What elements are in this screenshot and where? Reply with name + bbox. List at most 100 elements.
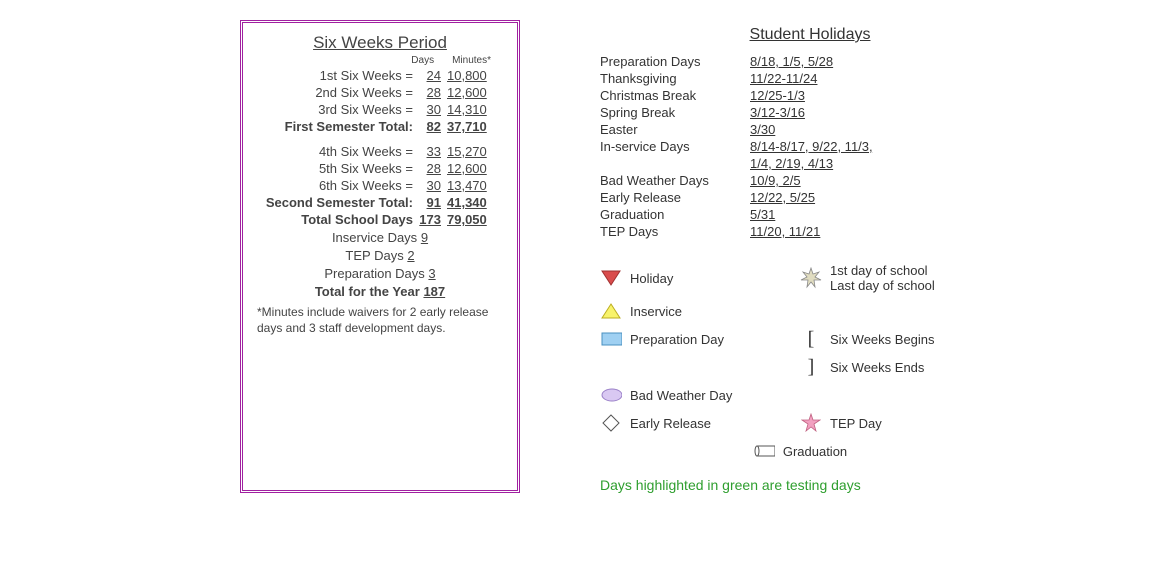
row-label: 1st Six Weeks = bbox=[257, 68, 417, 83]
holiday-dates: 8/14-8/17, 9/22, 11/3, bbox=[750, 139, 873, 154]
row-mins: 79,050 bbox=[447, 212, 503, 227]
total-for-year: Total for the Year 187 bbox=[257, 284, 503, 299]
student-holidays-title: Student Holidays bbox=[600, 26, 1020, 44]
row-mins: 12,600 bbox=[447, 161, 503, 176]
holiday-dates: 1/4, 2/19, 4/13 bbox=[750, 156, 833, 171]
six-weeks-title: Six Weeks Period bbox=[257, 33, 503, 53]
legend-label: TEP Day bbox=[830, 416, 882, 431]
row-days: 91 bbox=[417, 195, 447, 210]
holiday-row: Easter3/30 bbox=[600, 122, 1020, 137]
second-semester-total: Second Semester Total: 91 41,340 bbox=[257, 195, 503, 210]
row-days: 173 bbox=[417, 212, 447, 227]
six-weeks-row: 4th Six Weeks = 33 15,270 bbox=[257, 144, 503, 159]
holiday-row: Christmas Break12/25-1/3 bbox=[600, 88, 1020, 103]
six-weeks-row: 1st Six Weeks = 24 10,800 bbox=[257, 68, 503, 83]
row-mins: 37,710 bbox=[447, 119, 503, 134]
holiday-row: Graduation5/31 bbox=[600, 207, 1020, 222]
holiday-row: Thanksgiving11/22-11/24 bbox=[600, 71, 1020, 86]
six-weeks-column-headers: Days Minutes* bbox=[257, 55, 503, 66]
six-weeks-row: 5th Six Weeks = 28 12,600 bbox=[257, 161, 503, 176]
holiday-label: Bad Weather Days bbox=[600, 173, 750, 188]
holiday-label: Preparation Days bbox=[600, 54, 750, 69]
row-label: Total School Days bbox=[257, 212, 417, 227]
bracket-open-icon: [ bbox=[800, 329, 822, 349]
legend-label: Six Weeks Begins bbox=[830, 332, 935, 347]
holiday-row: Preparation Days8/18, 1/5, 5/28 bbox=[600, 54, 1020, 69]
holiday-label: Early Release bbox=[600, 190, 750, 205]
row-label: First Semester Total: bbox=[257, 119, 417, 134]
legend-preparation-day: Preparation Day bbox=[600, 329, 800, 349]
legend-label: Early Release bbox=[630, 416, 711, 431]
row-label: 3rd Six Weeks = bbox=[257, 102, 417, 117]
legend-holiday: Holiday bbox=[600, 268, 800, 288]
legend-label: Bad Weather Day bbox=[630, 388, 732, 403]
legend-first-last-day: 1st day of school Last day of school bbox=[800, 263, 1000, 293]
col-days-header: Days bbox=[411, 55, 434, 66]
preparation-days-line: Preparation Days 3 bbox=[257, 266, 503, 281]
six-weeks-row: 2nd Six Weeks = 28 12,600 bbox=[257, 85, 503, 100]
row-days: 24 bbox=[417, 68, 447, 83]
col-minutes-header: Minutes* bbox=[452, 55, 491, 66]
row-days: 30 bbox=[417, 102, 447, 117]
legend-graduation: Graduation bbox=[600, 441, 1000, 461]
legend-label: Inservice bbox=[630, 304, 682, 319]
holiday-label: In-service Days bbox=[600, 139, 750, 154]
starburst-icon bbox=[800, 268, 822, 288]
legend: Holiday 1st day of school Last day of sc… bbox=[600, 263, 1020, 461]
row-mins: 41,340 bbox=[447, 195, 503, 210]
single-label: Preparation Days bbox=[324, 266, 424, 281]
holiday-dates: 12/22, 5/25 bbox=[750, 190, 815, 205]
row-label: 2nd Six Weeks = bbox=[257, 85, 417, 100]
six-weeks-period-box: Six Weeks Period Days Minutes* 1st Six W… bbox=[240, 20, 520, 493]
holiday-label: Easter bbox=[600, 122, 750, 137]
six-weeks-row: 6th Six Weeks = 30 13,470 bbox=[257, 178, 503, 193]
right-column: Student Holidays Preparation Days8/18, 1… bbox=[600, 20, 1020, 493]
legend-early-release: Early Release bbox=[600, 413, 800, 433]
holiday-dates: 11/20, 11/21 bbox=[750, 224, 820, 239]
minutes-footnote: *Minutes include waivers for 2 early rel… bbox=[257, 305, 503, 336]
holiday-label: Spring Break bbox=[600, 105, 750, 120]
single-label: TEP Days bbox=[345, 248, 403, 263]
legend-six-weeks-ends: ] Six Weeks Ends bbox=[800, 357, 1000, 377]
legend-inservice: Inservice bbox=[600, 301, 800, 321]
single-value: 9 bbox=[421, 230, 428, 245]
row-days: 30 bbox=[417, 178, 447, 193]
legend-six-weeks-begins: [ Six Weeks Begins bbox=[800, 329, 1000, 349]
triangle-up-yellow-icon bbox=[600, 301, 622, 321]
ellipse-lavender-icon bbox=[600, 385, 622, 405]
first-semester-total: First Semester Total: 82 37,710 bbox=[257, 119, 503, 134]
holiday-label: Graduation bbox=[600, 207, 750, 222]
holiday-label: Christmas Break bbox=[600, 88, 750, 103]
green-testing-days-note: Days highlighted in green are testing da… bbox=[600, 477, 1020, 493]
holiday-row: Spring Break3/12-3/16 bbox=[600, 105, 1020, 120]
row-days: 82 bbox=[417, 119, 447, 134]
holiday-row: Early Release12/22, 5/25 bbox=[600, 190, 1020, 205]
row-label: Second Semester Total: bbox=[257, 195, 417, 210]
row-mins: 12,600 bbox=[447, 85, 503, 100]
inservice-days-line: Inservice Days 9 bbox=[257, 230, 503, 245]
bracket-close-icon: ] bbox=[800, 357, 822, 377]
holiday-dates: 8/18, 1/5, 5/28 bbox=[750, 54, 833, 69]
holiday-row: Bad Weather Days10/9, 2/5 bbox=[600, 173, 1020, 188]
holidays-table: Preparation Days8/18, 1/5, 5/28 Thanksgi… bbox=[600, 54, 1020, 239]
legend-bad-weather: Bad Weather Day bbox=[600, 385, 800, 405]
row-mins: 10,800 bbox=[447, 68, 503, 83]
legend-label: Preparation Day bbox=[630, 332, 724, 347]
row-mins: 13,470 bbox=[447, 178, 503, 193]
row-label: 4th Six Weeks = bbox=[257, 144, 417, 159]
triangle-down-red-icon bbox=[600, 268, 622, 288]
holiday-dates: 10/9, 2/5 bbox=[750, 173, 801, 188]
legend-label: Graduation bbox=[783, 444, 847, 459]
single-value: 3 bbox=[428, 266, 435, 281]
row-days: 33 bbox=[417, 144, 447, 159]
total-school-days: Total School Days 173 79,050 bbox=[257, 212, 503, 227]
holiday-dates: 12/25-1/3 bbox=[750, 88, 805, 103]
holiday-label: TEP Days bbox=[600, 224, 750, 239]
holiday-label: Thanksgiving bbox=[600, 71, 750, 86]
single-label: Total for the Year bbox=[315, 284, 420, 299]
single-value: 2 bbox=[407, 248, 414, 263]
holiday-row: In-service Days8/14-8/17, 9/22, 11/3, bbox=[600, 139, 1020, 154]
holiday-dates: 3/12-3/16 bbox=[750, 105, 805, 120]
diamond-outline-icon bbox=[600, 413, 622, 433]
row-mins: 15,270 bbox=[447, 144, 503, 159]
